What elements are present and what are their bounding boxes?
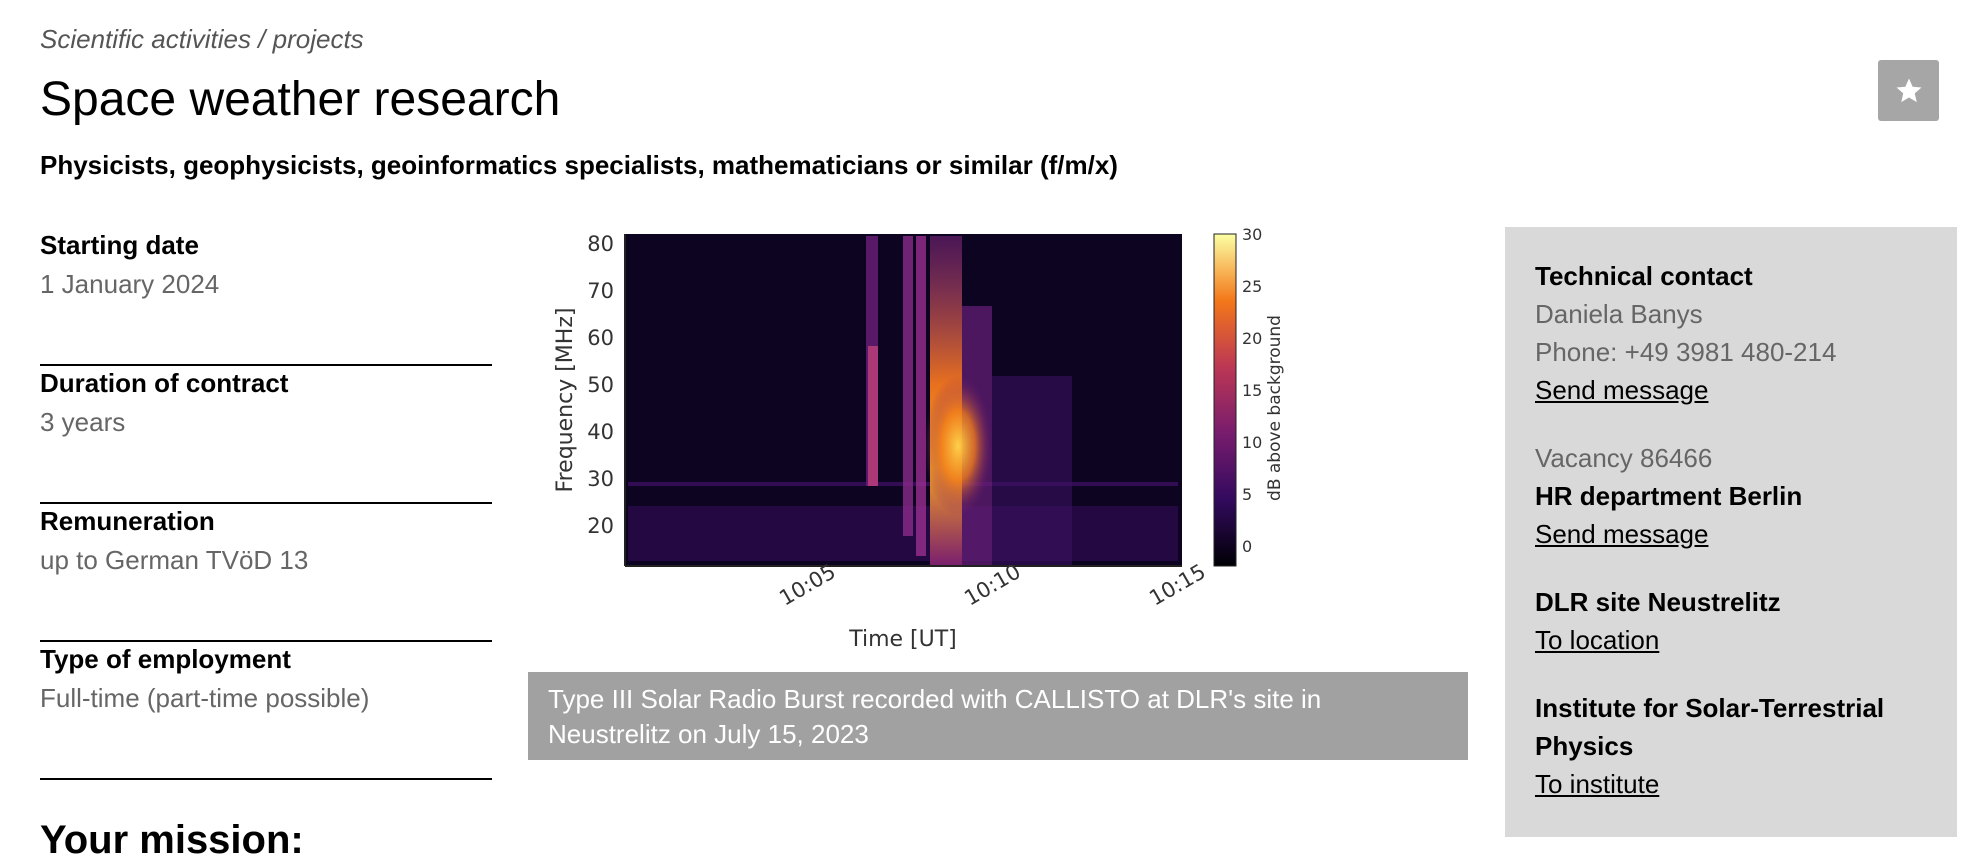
y-tick-label: 60 bbox=[587, 326, 614, 350]
burst-traces bbox=[628, 236, 1178, 566]
technical-contact-heading: Technical contact bbox=[1535, 261, 1753, 291]
page-subtitle: Physicists, geophysicists, geoinformatic… bbox=[40, 150, 1118, 180]
colorbar-tick-label: 20 bbox=[1242, 329, 1262, 348]
page-title: Space weather research bbox=[40, 73, 561, 126]
colorbar-tick-label: 10 bbox=[1242, 433, 1262, 452]
x-tick-label: 10:10 bbox=[960, 559, 1024, 610]
to-location-link[interactable]: To location bbox=[1535, 625, 1660, 655]
colorbar-tick-label: 30 bbox=[1242, 226, 1262, 244]
fact-value: Full-time (part-time possible) bbox=[40, 683, 370, 713]
spectrogram-figure: 80 70 60 50 40 30 20 Frequency [MHz] 10:… bbox=[528, 226, 1468, 760]
fact-duration: Duration of contract 3 years bbox=[40, 366, 492, 504]
y-tick-label: 20 bbox=[587, 514, 614, 538]
y-axis-label: Frequency [MHz] bbox=[553, 308, 578, 493]
x-tick-label: 10:05 bbox=[775, 559, 839, 610]
colorbar-tick-label: 0 bbox=[1242, 537, 1252, 556]
x-tick-label: 10:15 bbox=[1145, 559, 1209, 610]
x-axis-label: Time [UT] bbox=[848, 627, 957, 652]
spectrogram-image: 80 70 60 50 40 30 20 Frequency [MHz] 10:… bbox=[553, 226, 1285, 652]
star-icon bbox=[1896, 78, 1921, 102]
fact-label: Remuneration bbox=[40, 506, 215, 536]
y-tick-label: 30 bbox=[587, 467, 614, 491]
technical-contact-phone: Phone: +49 3981 480-214 bbox=[1535, 337, 1837, 367]
y-tick-label: 70 bbox=[587, 279, 614, 303]
fact-label: Type of employment bbox=[40, 644, 291, 674]
vacancy-number: Vacancy 86466 bbox=[1535, 443, 1713, 473]
colorbar-label: dB above background bbox=[1265, 315, 1285, 501]
breadcrumb[interactable]: Scientific activities / projects bbox=[40, 24, 364, 54]
y-tick-label: 50 bbox=[587, 373, 614, 397]
colorbar-tick-label: 15 bbox=[1242, 381, 1262, 400]
y-tick-label: 80 bbox=[587, 232, 614, 256]
fact-value: 3 years bbox=[40, 407, 126, 437]
fact-starting-date: Starting date 1 January 2024 bbox=[40, 228, 492, 366]
mission-heading: Your mission: bbox=[40, 818, 304, 862]
job-facts: Starting date 1 January 2024 Duration of… bbox=[40, 228, 492, 780]
hr-send-message-link[interactable]: Send message bbox=[1535, 519, 1709, 549]
institute-heading: Institute for Solar-Terrestrial Physics bbox=[1535, 693, 1885, 761]
figure-caption: Type III Solar Radio Burst recorded with… bbox=[528, 672, 1468, 760]
contact-sidebox: Technical contact Daniela Banys Phone: +… bbox=[1505, 227, 1957, 837]
technical-contact-send-message-link[interactable]: Send message bbox=[1535, 375, 1709, 405]
y-tick-label: 40 bbox=[587, 420, 614, 444]
colorbar-tick-label: 5 bbox=[1242, 485, 1252, 504]
technical-contact-name: Daniela Banys bbox=[1535, 299, 1703, 329]
fact-employment-type: Type of employment Full-time (part-time … bbox=[40, 642, 492, 780]
colorbar-tick-label: 25 bbox=[1242, 277, 1262, 296]
to-institute-link[interactable]: To institute bbox=[1535, 769, 1660, 799]
fact-value: 1 January 2024 bbox=[40, 269, 220, 299]
site-heading: DLR site Neustrelitz bbox=[1535, 587, 1781, 617]
favorite-button[interactable] bbox=[1878, 60, 1939, 121]
fact-label: Starting date bbox=[40, 230, 199, 260]
fact-label: Duration of contract bbox=[40, 368, 289, 398]
fact-value: up to German TVöD 13 bbox=[40, 545, 309, 575]
fact-remuneration: Remuneration up to German TVöD 13 bbox=[40, 504, 492, 642]
hr-heading: HR department Berlin bbox=[1535, 481, 1803, 511]
colorbar bbox=[1213, 233, 1237, 567]
